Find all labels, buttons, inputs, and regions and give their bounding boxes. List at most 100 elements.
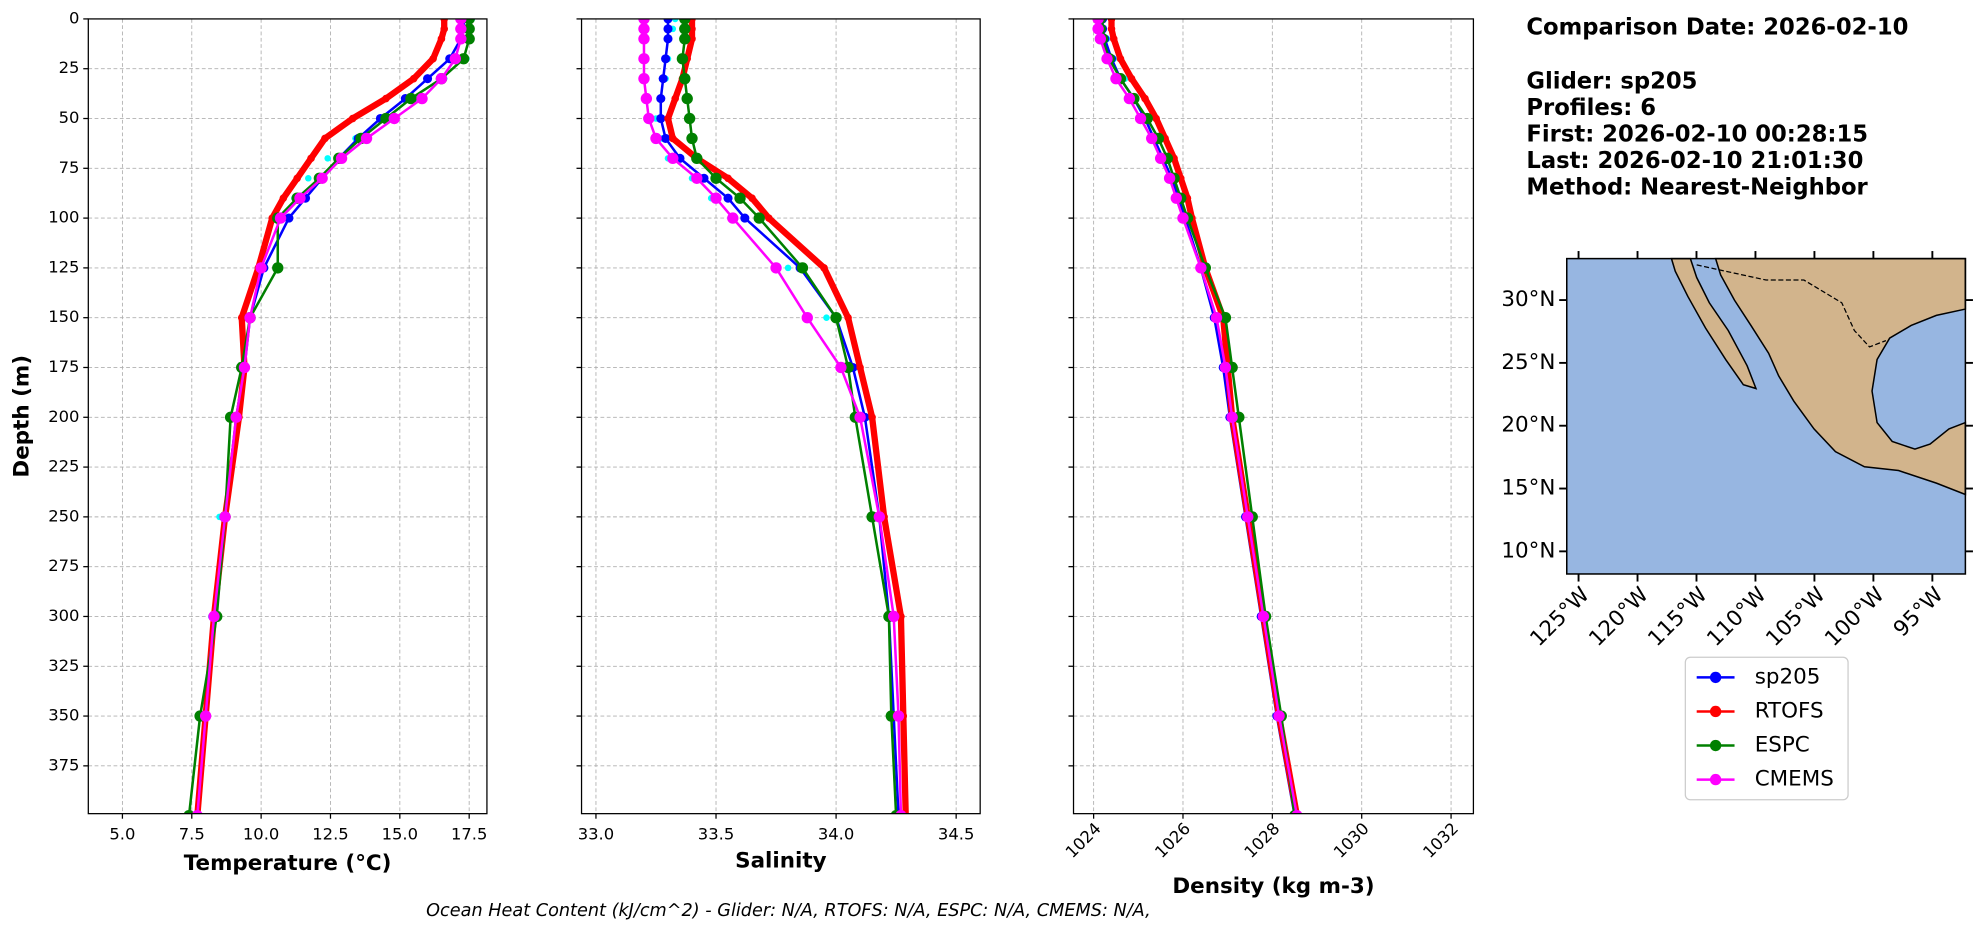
x-tick-label: 34.5 — [938, 825, 974, 844]
profile-point — [835, 361, 847, 374]
legend-label: RTOFS — [1755, 698, 1824, 723]
profile-point — [324, 155, 331, 162]
info-line: Last: 2026-02-10 21:01:30 — [1526, 148, 1863, 174]
info-line: First: 2026-02-10 00:28:15 — [1526, 121, 1868, 147]
y-tick-label: 175 — [48, 357, 79, 376]
profile-point — [1110, 72, 1122, 85]
profile-point — [638, 72, 650, 85]
profile-point — [1123, 92, 1136, 105]
profile-point — [440, 25, 448, 33]
profile-point — [305, 174, 312, 182]
figure-content: sp205 RTOFS ESPC CMEMS Depth (m) Ocean Heat… — [10, 8, 1973, 921]
axes-frame — [87, 18, 488, 815]
profile-point — [388, 112, 400, 125]
footer: Ocean Heat Content (kJ/cm^2) - Glider: N… — [426, 901, 1151, 921]
legend: sp205 RTOFS ESPC CMEMS — [1684, 656, 1849, 801]
series-layer — [1092, 18, 1303, 814]
profile-point — [272, 262, 284, 274]
y-tick-label: 250 — [48, 506, 79, 525]
y-tick-label: 225 — [48, 457, 79, 476]
legend-marker — [1709, 705, 1722, 718]
y-tick-label: 0 — [69, 8, 79, 27]
map-frame — [1566, 257, 1967, 575]
profile-point — [661, 133, 671, 143]
profile-point — [1291, 809, 1303, 814]
profile-point — [854, 411, 866, 423]
profile-point — [429, 54, 437, 63]
profile-point — [1109, 35, 1118, 43]
profile-point — [316, 172, 328, 184]
profile-point — [449, 53, 461, 65]
profile-point — [219, 511, 231, 523]
profile-point — [1107, 18, 1116, 23]
profile-point — [669, 134, 677, 143]
profile-point — [382, 94, 390, 103]
profile-point — [656, 113, 666, 124]
series-layer — [638, 18, 909, 814]
profile-point — [856, 363, 864, 372]
x-tick-label: 33.0 — [578, 825, 614, 844]
profile-point — [455, 18, 467, 25]
profile-point — [237, 313, 246, 322]
profile-point — [321, 134, 329, 143]
x-axis-label: Density (kg m-3) — [1172, 874, 1374, 899]
profile-point — [1141, 94, 1149, 103]
y-tick-label: 200 — [48, 407, 79, 426]
profile-point — [1219, 361, 1232, 374]
map — [1566, 257, 1967, 575]
x-tick-label: 1026 — [1151, 819, 1194, 862]
y-tick-label: 325 — [48, 656, 79, 675]
axes-frame — [580, 18, 981, 815]
profile-point — [650, 132, 662, 145]
profile-point — [727, 212, 739, 224]
profile-point — [676, 53, 689, 65]
profile-point — [663, 34, 673, 44]
profile-point — [294, 192, 306, 204]
profile-point — [1152, 114, 1160, 123]
info-line: Comparison Date: 2026-02-10 — [1526, 14, 1908, 40]
profile-point — [679, 72, 691, 85]
info-line: Method: Nearest-Neighbor — [1526, 174, 1868, 200]
profile-point — [679, 23, 691, 35]
x-tick-label: 15.0 — [382, 825, 418, 844]
lat-label: 15°N — [1501, 476, 1555, 501]
profile-point — [679, 33, 691, 45]
x-tick-label: 10.0 — [243, 825, 279, 844]
profile-point — [663, 18, 673, 24]
info-line: Profiles: 6 — [1526, 95, 1656, 121]
profile-point — [435, 72, 448, 85]
profile-point — [1094, 33, 1107, 45]
lat-label: 20°N — [1501, 413, 1555, 438]
info-line: Glider: sp205 — [1526, 68, 1697, 94]
profile-point — [437, 35, 446, 43]
profile-point — [405, 92, 417, 105]
profile-point — [1092, 23, 1104, 35]
profile-point — [455, 23, 467, 35]
border — [1696, 264, 1887, 348]
profile-point — [199, 710, 212, 722]
legend-label: CMEMS — [1755, 767, 1834, 792]
profile-point — [1242, 511, 1254, 523]
profile-point — [640, 92, 653, 105]
profile-point — [1257, 610, 1270, 623]
profile-point — [830, 312, 842, 324]
legend-box — [1684, 656, 1849, 801]
profile-point — [873, 511, 885, 523]
profile-point — [656, 94, 666, 104]
profile-point — [888, 610, 900, 623]
legend-marker — [1709, 739, 1722, 752]
profile-point — [183, 809, 195, 814]
profile-point — [820, 264, 828, 272]
profile-point — [664, 114, 672, 123]
x-tick-label: 33.5 — [698, 825, 734, 844]
plot-area — [88, 18, 487, 814]
profile-point — [1116, 54, 1125, 63]
profile-point — [823, 314, 830, 321]
profile-point — [1092, 18, 1104, 25]
profile-point — [1163, 172, 1176, 184]
lon-label: 110°W — [1702, 582, 1771, 651]
y-tick-label: 275 — [48, 556, 79, 575]
profile-point — [661, 54, 671, 64]
profile-point — [671, 18, 679, 23]
